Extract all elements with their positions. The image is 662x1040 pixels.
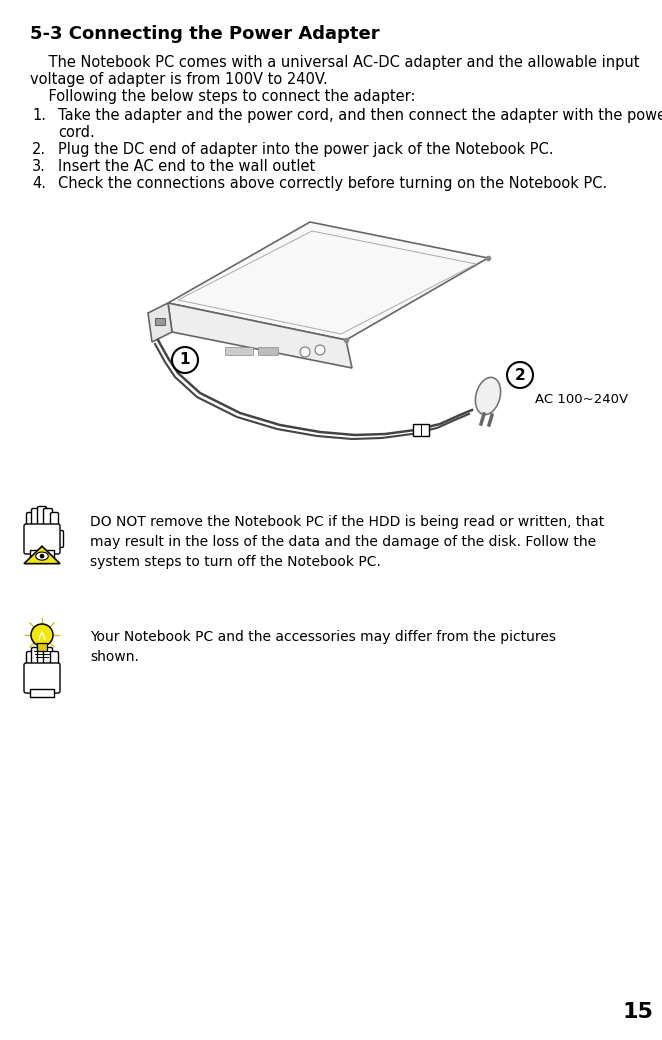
Polygon shape [168, 303, 352, 368]
Bar [30, 688, 54, 697]
FancyBboxPatch shape [26, 513, 34, 529]
Text: 3.: 3. [32, 159, 46, 174]
Polygon shape [168, 222, 488, 340]
FancyBboxPatch shape [50, 513, 58, 529]
Circle shape [172, 347, 198, 373]
Ellipse shape [31, 624, 53, 646]
FancyBboxPatch shape [32, 509, 40, 529]
Text: cord.: cord. [58, 125, 95, 140]
FancyBboxPatch shape [44, 509, 52, 529]
Bar [258, 347, 278, 355]
Bar [155, 318, 165, 324]
Text: 1: 1 [180, 353, 190, 367]
Text: Take the adapter and the power cord, and then connect the adapter with the power: Take the adapter and the power cord, and… [58, 108, 662, 123]
FancyBboxPatch shape [52, 530, 64, 547]
FancyBboxPatch shape [26, 651, 34, 669]
FancyBboxPatch shape [38, 506, 46, 529]
Ellipse shape [475, 378, 500, 415]
Text: 2: 2 [514, 367, 526, 383]
FancyBboxPatch shape [24, 664, 60, 693]
Ellipse shape [36, 552, 48, 561]
FancyBboxPatch shape [32, 648, 40, 669]
Text: voltage of adapter is from 100V to 240V.: voltage of adapter is from 100V to 240V. [30, 72, 328, 87]
Text: Following the below steps to connect the adapter:: Following the below steps to connect the… [30, 89, 416, 104]
Text: Check the connections above correctly before turning on the Notebook PC.: Check the connections above correctly be… [58, 176, 607, 191]
Bar [37, 643, 47, 651]
Text: The Notebook PC comes with a universal AC-DC adapter and the allowable input: The Notebook PC comes with a universal A… [30, 55, 639, 70]
Circle shape [315, 345, 325, 355]
Text: 15: 15 [622, 1002, 653, 1022]
Circle shape [507, 362, 533, 388]
Bar [225, 347, 253, 355]
FancyBboxPatch shape [38, 646, 46, 669]
FancyBboxPatch shape [24, 524, 60, 554]
FancyBboxPatch shape [50, 651, 58, 669]
Text: 1.: 1. [32, 108, 46, 123]
Polygon shape [148, 303, 172, 342]
Circle shape [40, 553, 44, 558]
Text: Plug the DC end of adapter into the power jack of the Notebook PC.: Plug the DC end of adapter into the powe… [58, 142, 553, 157]
FancyBboxPatch shape [44, 648, 52, 669]
Text: Your Notebook PC and the accessories may differ from the pictures
shown.: Your Notebook PC and the accessories may… [90, 630, 556, 665]
Circle shape [300, 347, 310, 357]
Text: Insert the AC end to the wall outlet: Insert the AC end to the wall outlet [58, 159, 315, 174]
Polygon shape [24, 546, 60, 564]
Bar [413, 424, 429, 436]
Text: 4.: 4. [32, 176, 46, 191]
Text: AC 100~240V: AC 100~240V [535, 393, 628, 406]
Bar [30, 550, 54, 558]
Text: 2.: 2. [32, 142, 46, 157]
Text: DO NOT remove the Notebook PC if the HDD is being read or written, that
may resu: DO NOT remove the Notebook PC if the HDD… [90, 515, 604, 569]
Text: 5-3 Connecting the Power Adapter: 5-3 Connecting the Power Adapter [30, 25, 379, 43]
